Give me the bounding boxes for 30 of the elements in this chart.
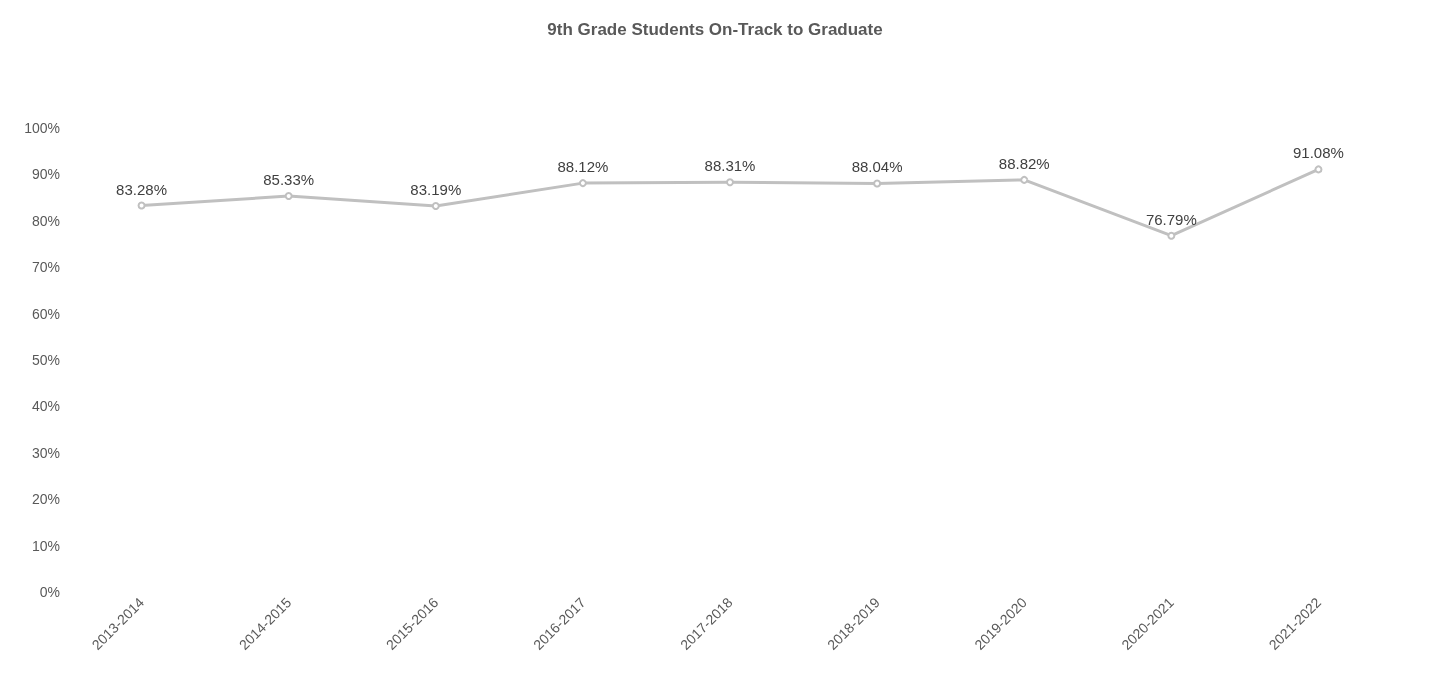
point [1314,165,1323,174]
y-tick-label: 60% [31,305,60,322]
data-label: 88.31% [704,157,756,175]
y-tick-label: 10% [31,537,60,554]
point [1020,175,1029,184]
y-tick-label: 50% [31,352,60,368]
y-tick-label: 70% [31,259,60,276]
point [1167,231,1176,240]
y-tick-label: 40% [31,398,60,415]
data-label: 88.82% [998,154,1050,172]
data-label: 83.28% [116,180,167,198]
y-tick-label: 100% [24,120,60,136]
y-tick-label: 90% [31,166,60,183]
data-label: 76.79% [1145,210,1197,228]
data-label: 83.19% [410,181,462,198]
point [431,202,440,210]
data-label: 85.33% [263,171,315,189]
point [578,179,587,188]
y-tick-label: 0% [39,584,60,600]
point [726,178,734,187]
y-tick-label: 30% [31,444,60,461]
point [137,201,146,210]
y-tick-label: 20% [31,491,60,508]
data-label: 88.04% [851,158,903,176]
y-tick-label: 80% [31,212,60,229]
point [873,179,882,188]
chart-title: 9th Grade Students On-Track to Graduate [547,20,883,39]
point [284,192,293,201]
data-label: 91.08% [1293,144,1344,162]
data-label: 88.12% [557,158,609,176]
